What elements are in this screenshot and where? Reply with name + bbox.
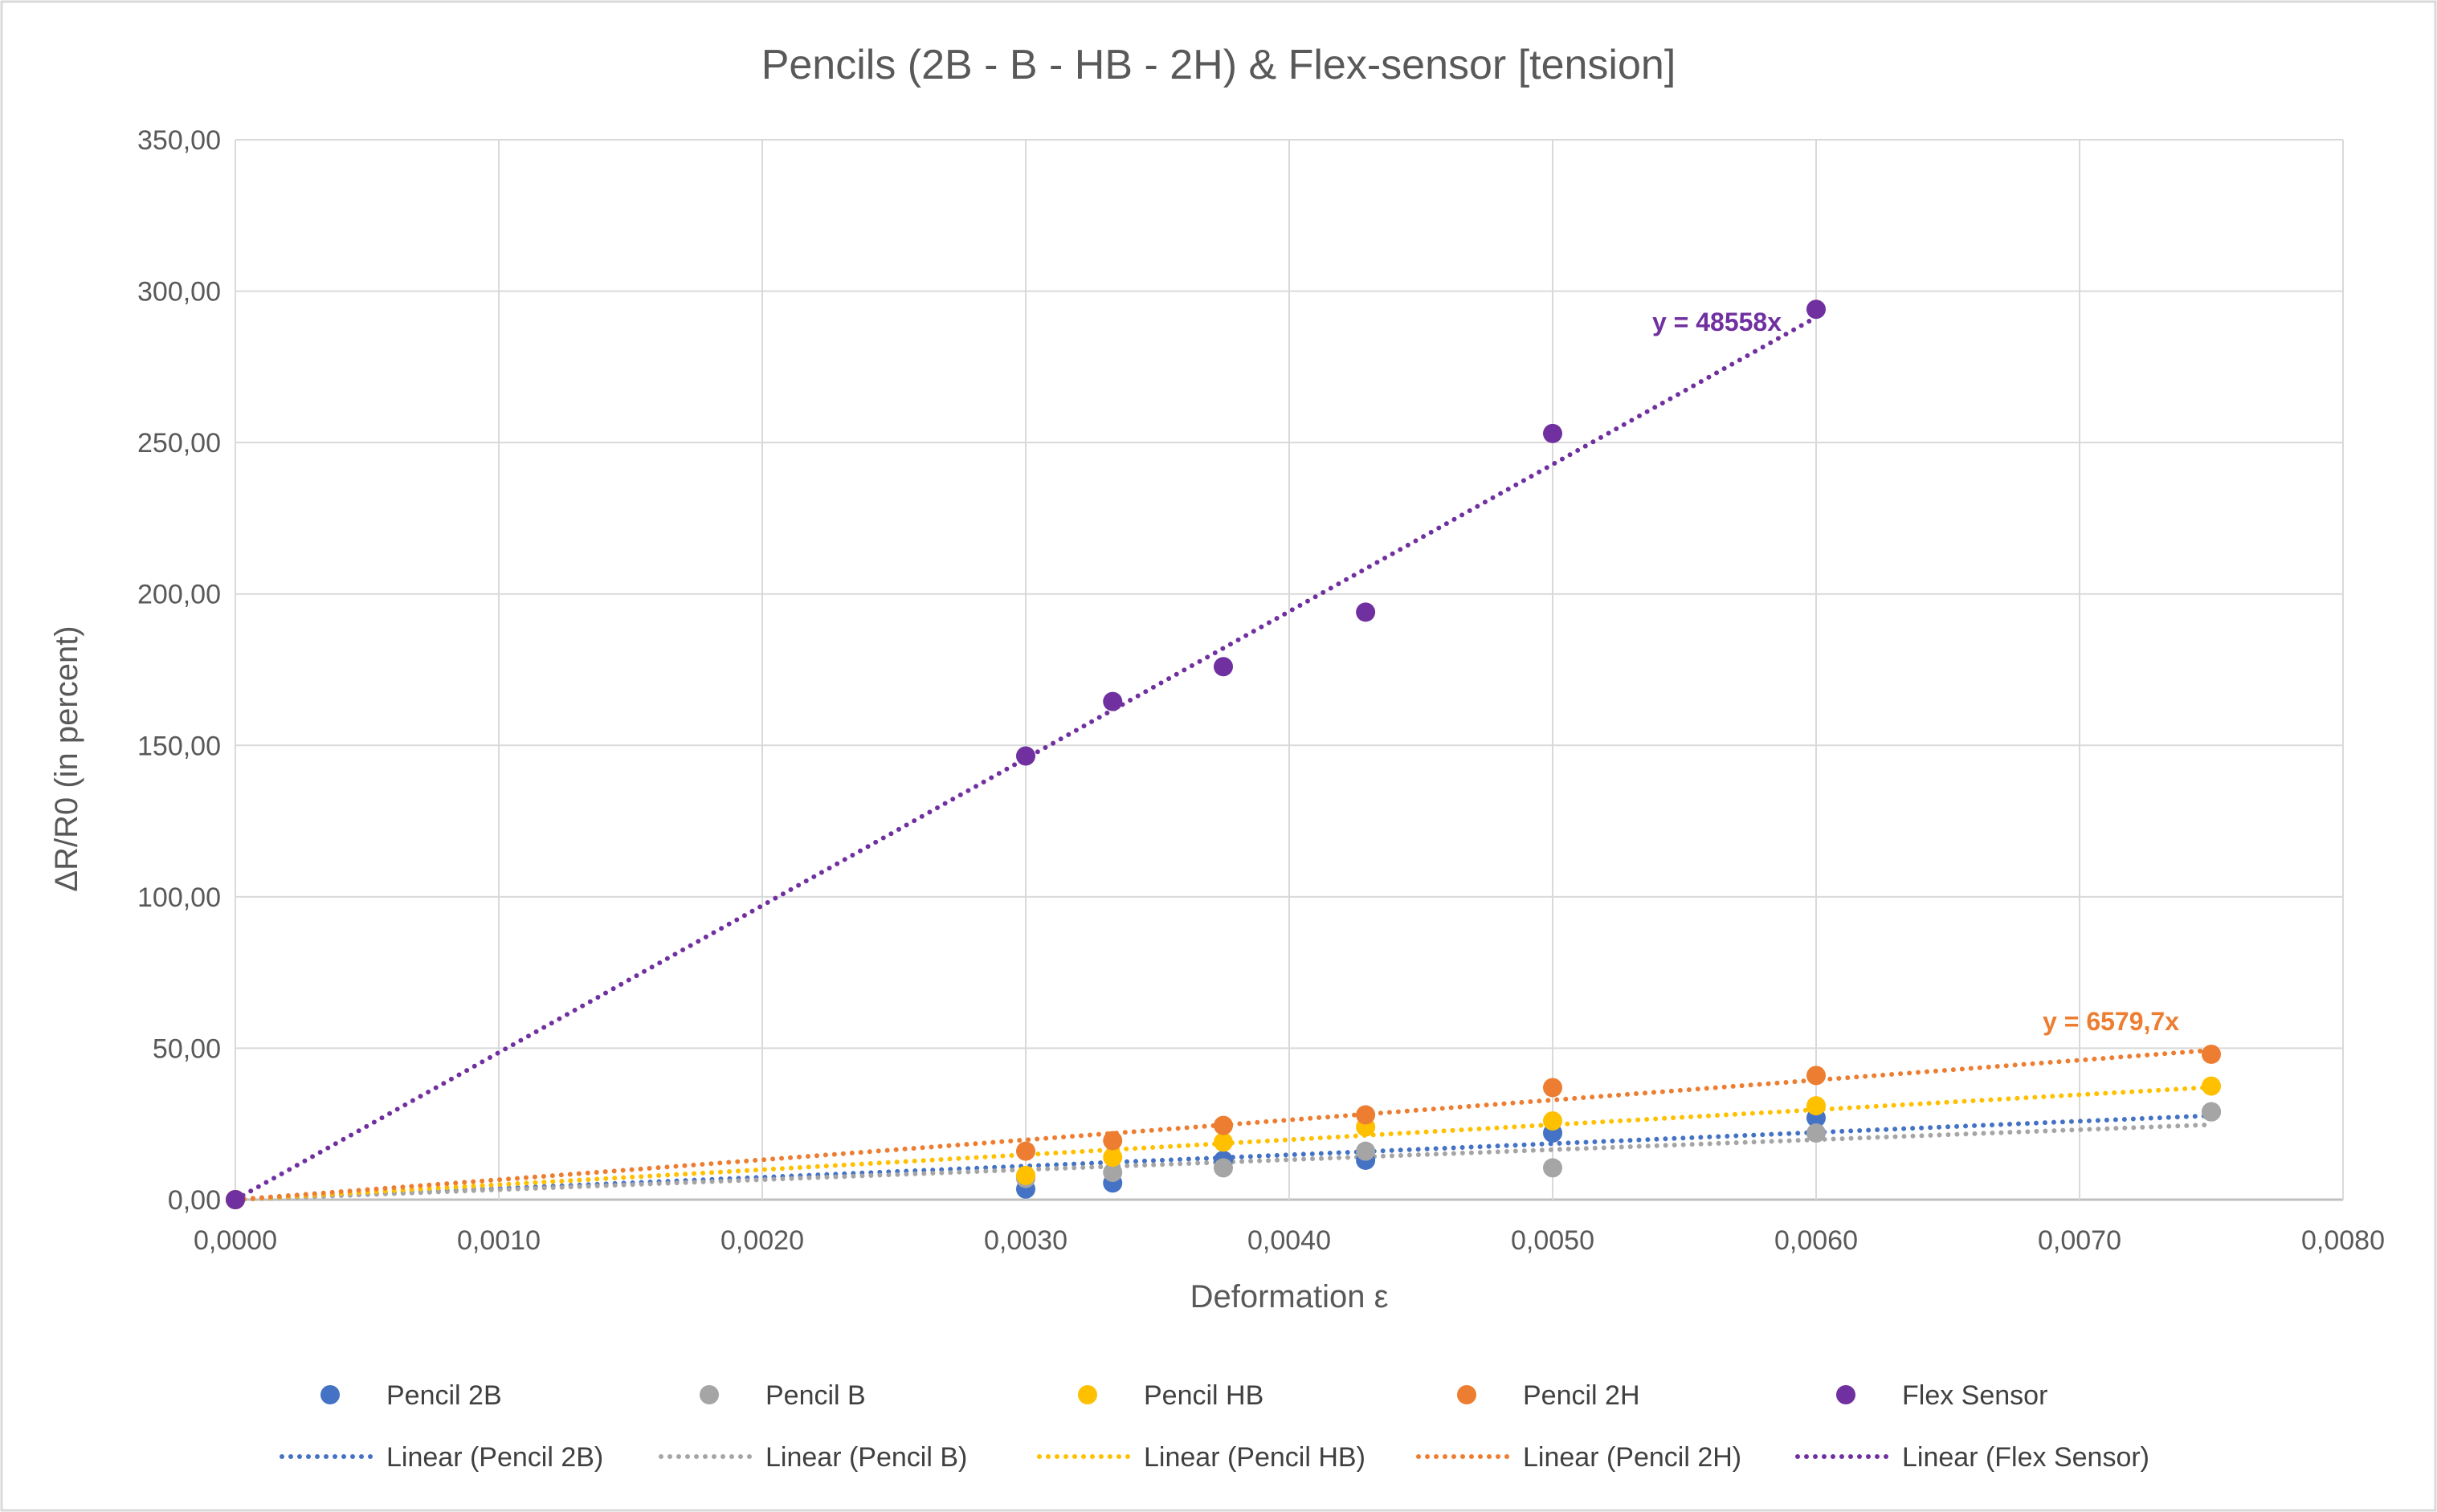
legend: Pencil 2B Linear (Pencil 2B) Pencil B Linea… xyxy=(280,1380,2149,1473)
legend-marker-pencil-2b xyxy=(320,1385,340,1404)
y-tick-label: 150,00 xyxy=(137,731,221,761)
gridlines xyxy=(235,139,2344,1201)
legend-trend-label-pencil-hb: Linear (Pencil HB) xyxy=(1144,1442,1365,1473)
point-pencil-2h xyxy=(1543,1078,1562,1098)
point-flex-sensor xyxy=(1806,300,1826,320)
point-pencil-2h xyxy=(1016,1141,1035,1161)
x-tick-label: 0,0000 xyxy=(194,1225,277,1256)
point-flex-sensor xyxy=(1103,691,1123,711)
point-pencil-2h xyxy=(1356,1105,1376,1125)
point-pencil-2h xyxy=(1214,1115,1233,1135)
legend-label-pencil-2b: Pencil 2B xyxy=(386,1380,502,1411)
point-flex-sensor xyxy=(226,1190,245,1209)
legend-marker-flex-sensor xyxy=(1836,1385,1855,1404)
legend-label-pencil-hb: Pencil HB xyxy=(1144,1380,1263,1411)
trendline-equations: y = 6579,7x y = 48558x xyxy=(1652,308,2179,1036)
legend-trend-label-pencil-b: Linear (Pencil B) xyxy=(765,1442,967,1473)
trendline-flex-sensor xyxy=(233,315,1819,1202)
x-tick-label: 0,0080 xyxy=(2301,1225,2385,1256)
point-pencil-b xyxy=(1806,1123,1826,1143)
x-axis-title: Deformation ε xyxy=(1190,1279,1389,1314)
legend-trend-label-pencil-2h: Linear (Pencil 2H) xyxy=(1523,1442,1741,1473)
x-tick-label: 0,0040 xyxy=(1247,1225,1331,1256)
x-tick-label: 0,0070 xyxy=(2038,1225,2121,1256)
legend-label-pencil-2h: Pencil 2H xyxy=(1523,1380,1640,1411)
equation-flex-sensor: y = 48558x xyxy=(1652,308,1782,336)
legend-trend-label-pencil-2b: Linear (Pencil 2B) xyxy=(386,1442,603,1473)
point-flex-sensor xyxy=(1356,602,1376,622)
y-tick-label: 300,00 xyxy=(137,277,221,308)
point-pencil-hb xyxy=(1016,1165,1035,1185)
x-tick-label: 0,0010 xyxy=(457,1225,541,1256)
point-pencil-hb xyxy=(1543,1111,1562,1131)
y-tick-label: 100,00 xyxy=(137,882,221,913)
data-points xyxy=(226,300,2221,1209)
chart-title: Pencils (2B - B - HB - 2H) & Flex-sensor… xyxy=(761,42,1676,88)
legend-label-pencil-b: Pencil B xyxy=(765,1380,866,1411)
y-tick-label: 0,00 xyxy=(168,1185,221,1216)
x-tick-label: 0,0060 xyxy=(1774,1225,1858,1256)
legend-marker-pencil-hb xyxy=(1078,1385,1097,1404)
point-flex-sensor xyxy=(1214,657,1233,677)
x-tick-label: 0,0050 xyxy=(1511,1225,1594,1256)
y-tick-label: 250,00 xyxy=(137,428,221,458)
y-tick-label: 50,00 xyxy=(153,1033,221,1064)
legend-label-flex-sensor: Flex Sensor xyxy=(1902,1380,2047,1411)
point-pencil-2h xyxy=(2202,1044,2221,1064)
point-flex-sensor xyxy=(1543,423,1562,443)
y-axis-title: ΔR/R0 (in percent) xyxy=(49,626,84,891)
point-pencil-2h xyxy=(1103,1131,1123,1151)
legend-marker-pencil-2h xyxy=(1457,1385,1476,1404)
point-pencil-b xyxy=(2202,1102,2221,1122)
equation-pencil-2h: y = 6579,7x xyxy=(2043,1007,2179,1036)
x-axis-ticks: 0,0000 0,0010 0,0020 0,0030 0,0040 0,0050 0,00… xyxy=(194,1225,2385,1256)
point-pencil-2h xyxy=(1806,1066,1826,1086)
point-pencil-hb xyxy=(1806,1096,1826,1116)
legend-marker-pencil-b xyxy=(700,1385,719,1404)
y-tick-label: 200,00 xyxy=(137,580,221,610)
x-tick-label: 0,0030 xyxy=(984,1225,1067,1256)
point-pencil-b xyxy=(1543,1158,1562,1178)
x-tick-label: 0,0020 xyxy=(720,1225,804,1256)
point-pencil-hb xyxy=(2202,1076,2221,1096)
point-pencil-hb xyxy=(1103,1147,1123,1168)
point-pencil-b xyxy=(1103,1163,1123,1183)
point-flex-sensor xyxy=(1016,746,1035,766)
point-pencil-hb xyxy=(1214,1132,1233,1152)
point-pencil-b xyxy=(1356,1141,1376,1161)
legend-trend-label-flex-sensor: Linear (Flex Sensor) xyxy=(1902,1442,2149,1473)
y-tick-label: 350,00 xyxy=(137,125,221,156)
point-pencil-b xyxy=(1214,1158,1233,1178)
y-axis-ticks: 0,00 50,00 100,00 150,00 200,00 250,00 300,00 3… xyxy=(137,125,221,1216)
